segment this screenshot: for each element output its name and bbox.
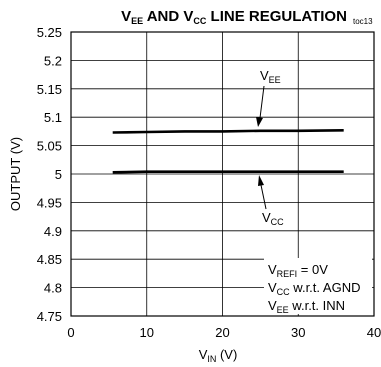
plot-frame bbox=[70, 31, 375, 317]
condition-vrefi: VREFI = 0V bbox=[268, 262, 328, 279]
x-tick-label: 10 bbox=[140, 325, 154, 340]
vcc-arrow bbox=[260, 184, 267, 210]
condition-vcc: VCC w.r.t. AGND bbox=[268, 280, 360, 297]
vcc-arrowhead bbox=[258, 175, 264, 186]
y-tick-labels: 4.75 4.8 4.85 4.9 4.95 5 5.05 5.1 5.15 5.2 5.25 bbox=[37, 25, 62, 324]
chart-tag: toc13 bbox=[353, 17, 373, 26]
vee-arrow bbox=[259, 85, 265, 119]
x-tick-labels: 0 10 20 30 40 bbox=[67, 325, 381, 340]
y-tick-label: 4.75 bbox=[37, 309, 62, 324]
y-tick-label: 5.2 bbox=[44, 53, 62, 68]
series-lines bbox=[112, 129, 344, 174]
vee-arrowhead bbox=[256, 117, 263, 127]
y-tick-label: 4.9 bbox=[44, 224, 62, 239]
series-line-vee bbox=[112, 129, 344, 134]
vee-series-label: VEE bbox=[260, 68, 281, 85]
y-axis-title: OUTPUT (V) bbox=[8, 137, 23, 211]
vcc-series-label: VCC bbox=[262, 210, 284, 227]
y-tick-label: 5.1 bbox=[44, 110, 62, 125]
y-tick-label: 5 bbox=[55, 167, 62, 182]
series-line-vcc bbox=[112, 170, 344, 174]
conditions-box bbox=[264, 258, 372, 314]
y-tick-label: 5.25 bbox=[37, 25, 62, 40]
x-tick-label: 20 bbox=[215, 325, 229, 340]
y-tick-label: 5.15 bbox=[37, 82, 62, 97]
y-tick-label: 4.8 bbox=[44, 281, 62, 296]
x-tick-label: 40 bbox=[367, 325, 381, 340]
x-tick-label: 30 bbox=[291, 325, 305, 340]
y-tick-label: 4.95 bbox=[37, 195, 62, 210]
chart-title: VEE AND VCC LINE REGULATION bbox=[121, 8, 347, 26]
condition-vee: VEE w.r.t. INN bbox=[268, 298, 345, 315]
y-tick-label: 5.05 bbox=[37, 139, 62, 154]
x-axis-title: VIN (V) bbox=[199, 347, 238, 364]
y-tick-label: 4.85 bbox=[37, 252, 62, 267]
x-tick-label: 0 bbox=[67, 325, 74, 340]
